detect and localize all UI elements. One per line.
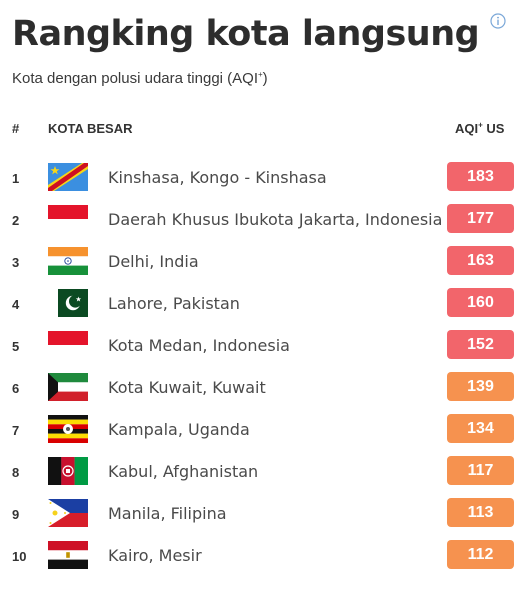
indonesia-flag-icon xyxy=(48,331,88,359)
table-row[interactable]: 1 Kinshasa, Kongo - Kinshasa 183 xyxy=(0,158,526,200)
table-row[interactable]: 10 Kairo, Mesir 112 xyxy=(0,536,526,578)
row-city[interactable]: Lahore, Pakistan xyxy=(108,294,240,313)
aqi-badge: 134 xyxy=(447,414,514,443)
row-city[interactable]: Kampala, Uganda xyxy=(108,420,250,439)
aqi-header-end: US xyxy=(482,121,505,136)
aqi-badge: 160 xyxy=(447,288,514,317)
india-flag-icon xyxy=(48,247,88,275)
page-title: Rangking kota langsung xyxy=(12,14,480,54)
subtitle-text: Kota dengan polusi udara tinggi (AQI xyxy=(12,70,258,87)
column-header-rank: # xyxy=(12,121,20,136)
subtitle-end: ) xyxy=(262,70,268,87)
aqi-badge: 139 xyxy=(447,372,514,401)
row-city[interactable]: Kinshasa, Kongo - Kinshasa xyxy=(108,168,327,187)
table-row[interactable]: 4 Lahore, Pakistan 160 xyxy=(0,284,526,326)
aqi-badge: 163 xyxy=(447,246,514,275)
page-subtitle: Kota dengan polusi udara tinggi (AQI+) xyxy=(12,70,268,87)
table-row[interactable]: 2 Daerah Khusus Ibukota Jakarta, Indones… xyxy=(0,200,526,242)
row-city[interactable]: Manila, Filipina xyxy=(108,504,227,523)
aqi-badge: 183 xyxy=(447,162,514,191)
subtitle-superscript: + xyxy=(258,70,263,79)
row-rank: 8 xyxy=(12,465,20,480)
kuwait-flag-icon xyxy=(48,373,88,401)
row-city[interactable]: Delhi, India xyxy=(108,252,199,271)
row-rank: 7 xyxy=(12,423,20,438)
row-city[interactable]: Kota Medan, Indonesia xyxy=(108,336,290,355)
row-city[interactable]: Daerah Khusus Ibukota Jakarta, Indonesia xyxy=(108,210,443,229)
aqi-badge: 117 xyxy=(447,456,514,485)
row-rank: 4 xyxy=(12,297,20,312)
table-row[interactable]: 7 Kampala, Uganda 134 xyxy=(0,410,526,452)
pakistan-flag-icon xyxy=(48,289,88,317)
table-row[interactable]: 6 Kota Kuwait, Kuwait 139 xyxy=(0,368,526,410)
row-rank: 3 xyxy=(12,255,20,270)
table-row[interactable]: 3 Delhi, India 163 xyxy=(0,242,526,284)
row-rank: 1 xyxy=(12,171,20,186)
aqi-header-text: AQI xyxy=(455,121,479,136)
indonesia-flag-icon xyxy=(48,205,88,233)
row-rank: 5 xyxy=(12,339,20,354)
uganda-flag-icon xyxy=(48,415,88,443)
row-city[interactable]: Kairo, Mesir xyxy=(108,546,202,565)
aqi-badge: 112 xyxy=(447,540,514,569)
row-rank: 10 xyxy=(12,549,27,564)
row-city[interactable]: Kota Kuwait, Kuwait xyxy=(108,378,266,397)
column-header-city: KOTA BESAR xyxy=(48,121,133,136)
table-row[interactable]: 8 Kabul, Afghanistan 117 xyxy=(0,452,526,494)
aqi-header-superscript: + xyxy=(478,120,483,130)
table-row[interactable]: 9 Manila, Filipina 113 xyxy=(0,494,526,536)
row-rank: 9 xyxy=(12,507,20,522)
row-city[interactable]: Kabul, Afghanistan xyxy=(108,462,259,481)
afghanistan-flag-icon xyxy=(48,457,88,485)
dr-congo-flag-icon xyxy=(48,163,88,191)
aqi-badge: 152 xyxy=(447,330,514,359)
aqi-badge: 113 xyxy=(447,498,514,527)
column-header-aqi: AQI+ US xyxy=(455,121,504,136)
philippines-flag-icon xyxy=(48,499,88,527)
egypt-flag-icon xyxy=(48,541,88,569)
info-circle-icon[interactable] xyxy=(490,13,506,29)
aqi-badge: 177 xyxy=(447,204,514,233)
row-rank: 2 xyxy=(12,213,20,228)
row-rank: 6 xyxy=(12,381,20,396)
table-row[interactable]: 5 Kota Medan, Indonesia 152 xyxy=(0,326,526,368)
